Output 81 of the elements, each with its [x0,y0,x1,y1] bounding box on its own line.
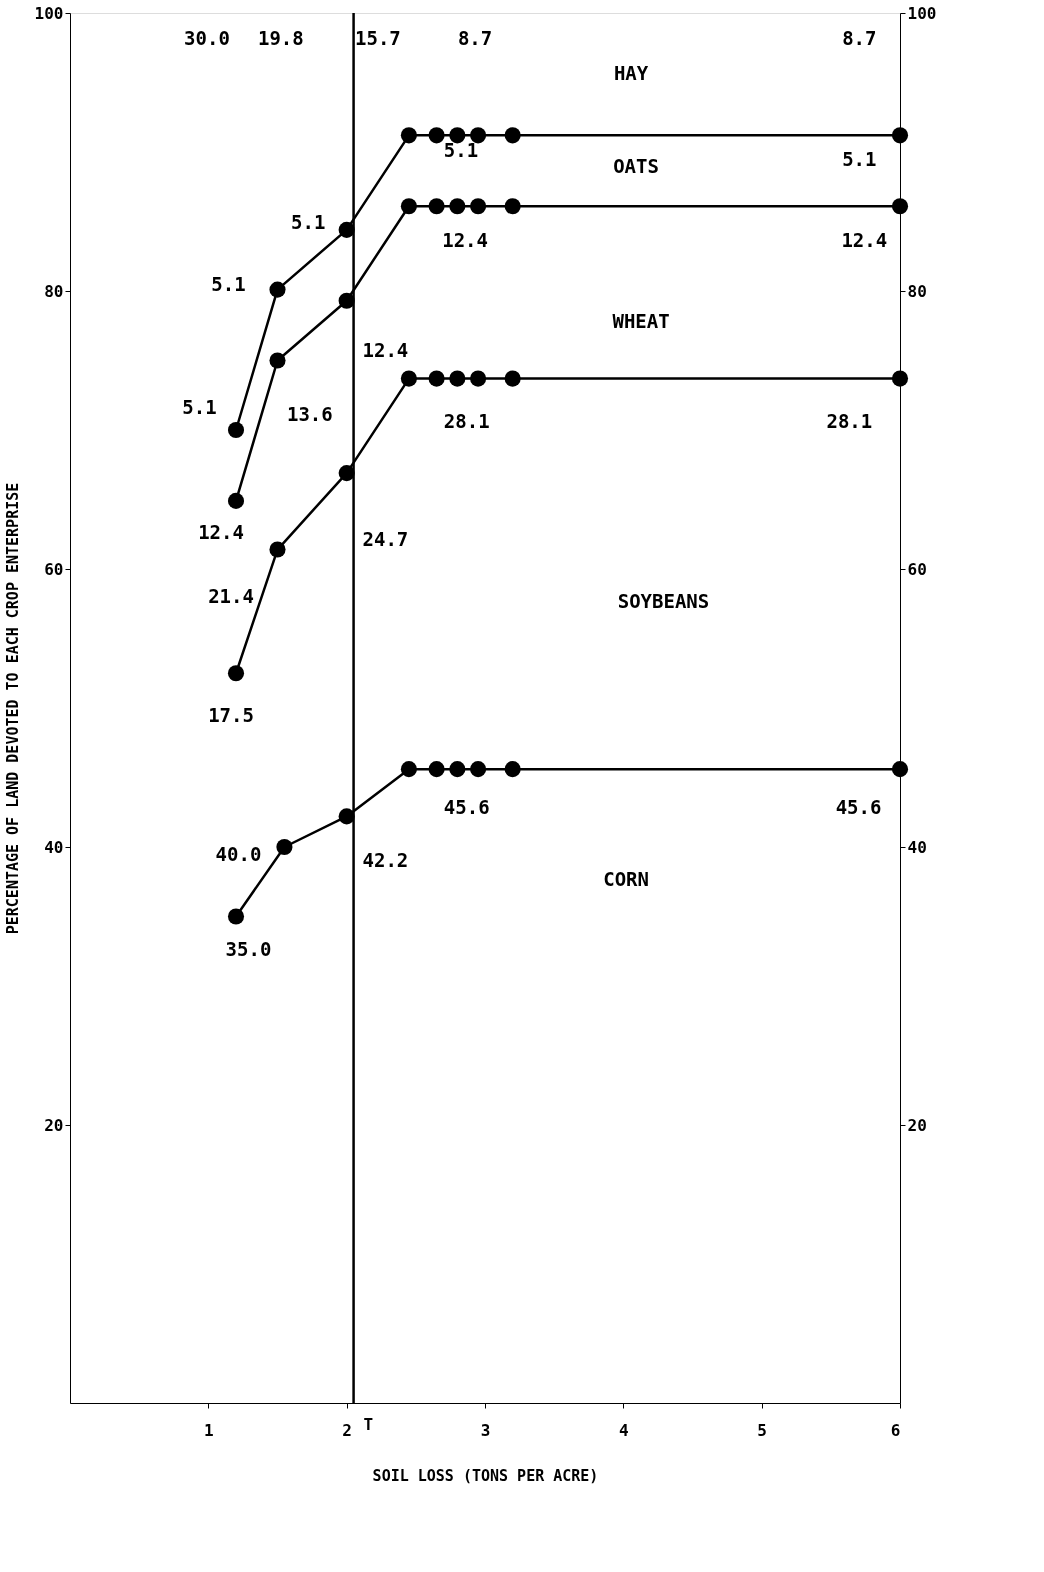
annotation: 5.1 [182,395,217,418]
y-axis-title: PERCENTAGE OF LAND DEVOTED TO EACH CROP ENTERPRISE [3,482,22,935]
annotation: 12.4 [841,228,888,251]
annotation: 21.4 [208,584,254,607]
annotation: 5.1 [842,148,877,171]
point [504,127,521,144]
annotation: OATS [613,155,659,178]
y-tick-label: 40 [44,837,64,857]
point [504,198,521,215]
point [276,838,293,856]
x-tick-label: 5 [757,1420,767,1440]
y2-tick-label: 40 [907,837,927,857]
point [269,281,286,298]
point [428,127,445,144]
point [891,127,909,144]
point [400,761,417,778]
annotation: 24.7 [362,527,409,550]
point [470,761,487,778]
x-axis-title: SOIL LOSS (TONS PER ACRE) [372,1466,599,1485]
annotation: 42.2 [362,848,409,871]
y-tick-label: 80 [44,281,64,301]
annotation: SOYBEANS [617,590,710,613]
point [449,127,466,144]
point [428,370,445,387]
annotation: 28.1 [826,409,873,432]
point [227,908,245,925]
annotation: 12.4 [198,520,244,543]
point [227,665,245,682]
annotation: 8.7 [842,27,877,50]
point [269,352,286,369]
point [470,127,487,144]
annotation: 30.0 [184,27,230,50]
y2-tick-label: 20 [907,1115,927,1135]
y-tick-label: 60 [44,559,64,579]
x-tick-label: 3 [480,1420,491,1440]
point [891,370,909,387]
point [449,761,466,778]
y-tick-label: 20 [44,1115,64,1135]
x-tick-label: 1 [204,1420,214,1440]
annotation: 17.5 [208,704,254,727]
point [504,761,521,778]
point [428,761,445,778]
ref-line-label: T [363,1415,374,1434]
point [470,198,487,215]
annotation: 5.1 [443,138,479,161]
annotation: 12.4 [442,228,488,251]
y2-tick-label: 80 [907,281,927,301]
annotation: 5.1 [291,210,326,233]
point [449,198,466,215]
annotation: 35.0 [225,937,272,960]
point [428,198,445,215]
point [400,127,417,144]
annotation: 15.7 [355,27,401,50]
y2-tick-label: 100 [907,3,937,23]
annotation: 5.1 [211,273,246,296]
annotation: 19.8 [257,27,304,50]
point [227,492,245,509]
point [891,761,909,778]
y-tick-label: 100 [34,3,64,23]
annotation: 45.6 [443,796,490,819]
annotation: 13.6 [286,402,333,425]
point [400,370,417,387]
annotation: CORN [603,868,649,891]
annotation: 40.0 [215,843,262,866]
point [269,541,286,558]
point [227,421,245,439]
annotation: 8.7 [457,27,493,50]
x-tick-label: 6 [890,1420,901,1440]
point [504,370,521,387]
annotation: HAY [613,62,649,85]
point [449,370,466,387]
annotation: 28.1 [443,409,490,432]
annotation: 12.4 [362,338,409,361]
annotation: WHEAT [612,309,670,332]
point [470,370,487,387]
point [891,198,909,215]
y2-tick-label: 60 [907,559,927,579]
point [400,198,417,215]
annotation: 45.6 [835,796,882,819]
x-tick-label: 4 [619,1420,629,1440]
x-tick-label: 2 [342,1420,352,1440]
